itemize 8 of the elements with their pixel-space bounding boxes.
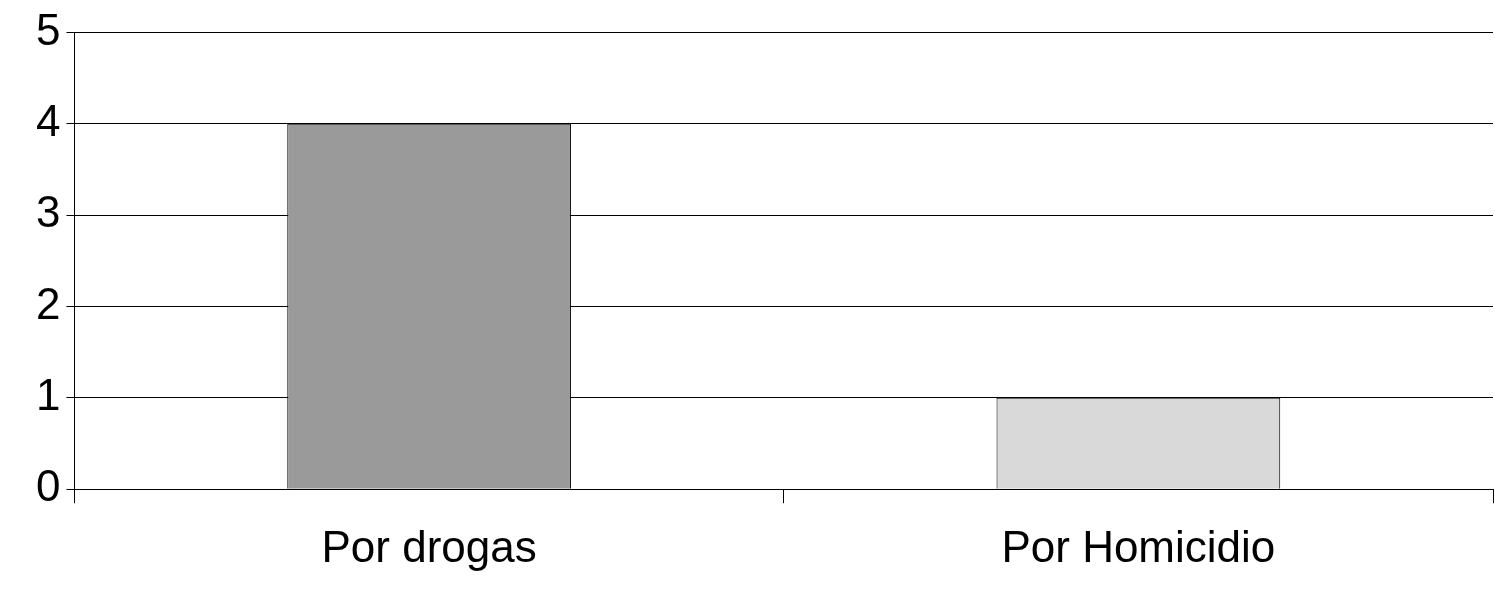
x-tick-label: Por Homicidio (1001, 521, 1276, 571)
y-tick-label: 1 (35, 369, 61, 419)
y-tick-label: 2 (35, 278, 61, 328)
y-tick-label: 3 (35, 187, 61, 237)
x-tick-label: Por drogas (321, 521, 537, 571)
y-tick-label: 5 (35, 4, 61, 54)
y-tick-label: 0 (35, 461, 61, 511)
y-tick-label: 4 (35, 95, 61, 145)
